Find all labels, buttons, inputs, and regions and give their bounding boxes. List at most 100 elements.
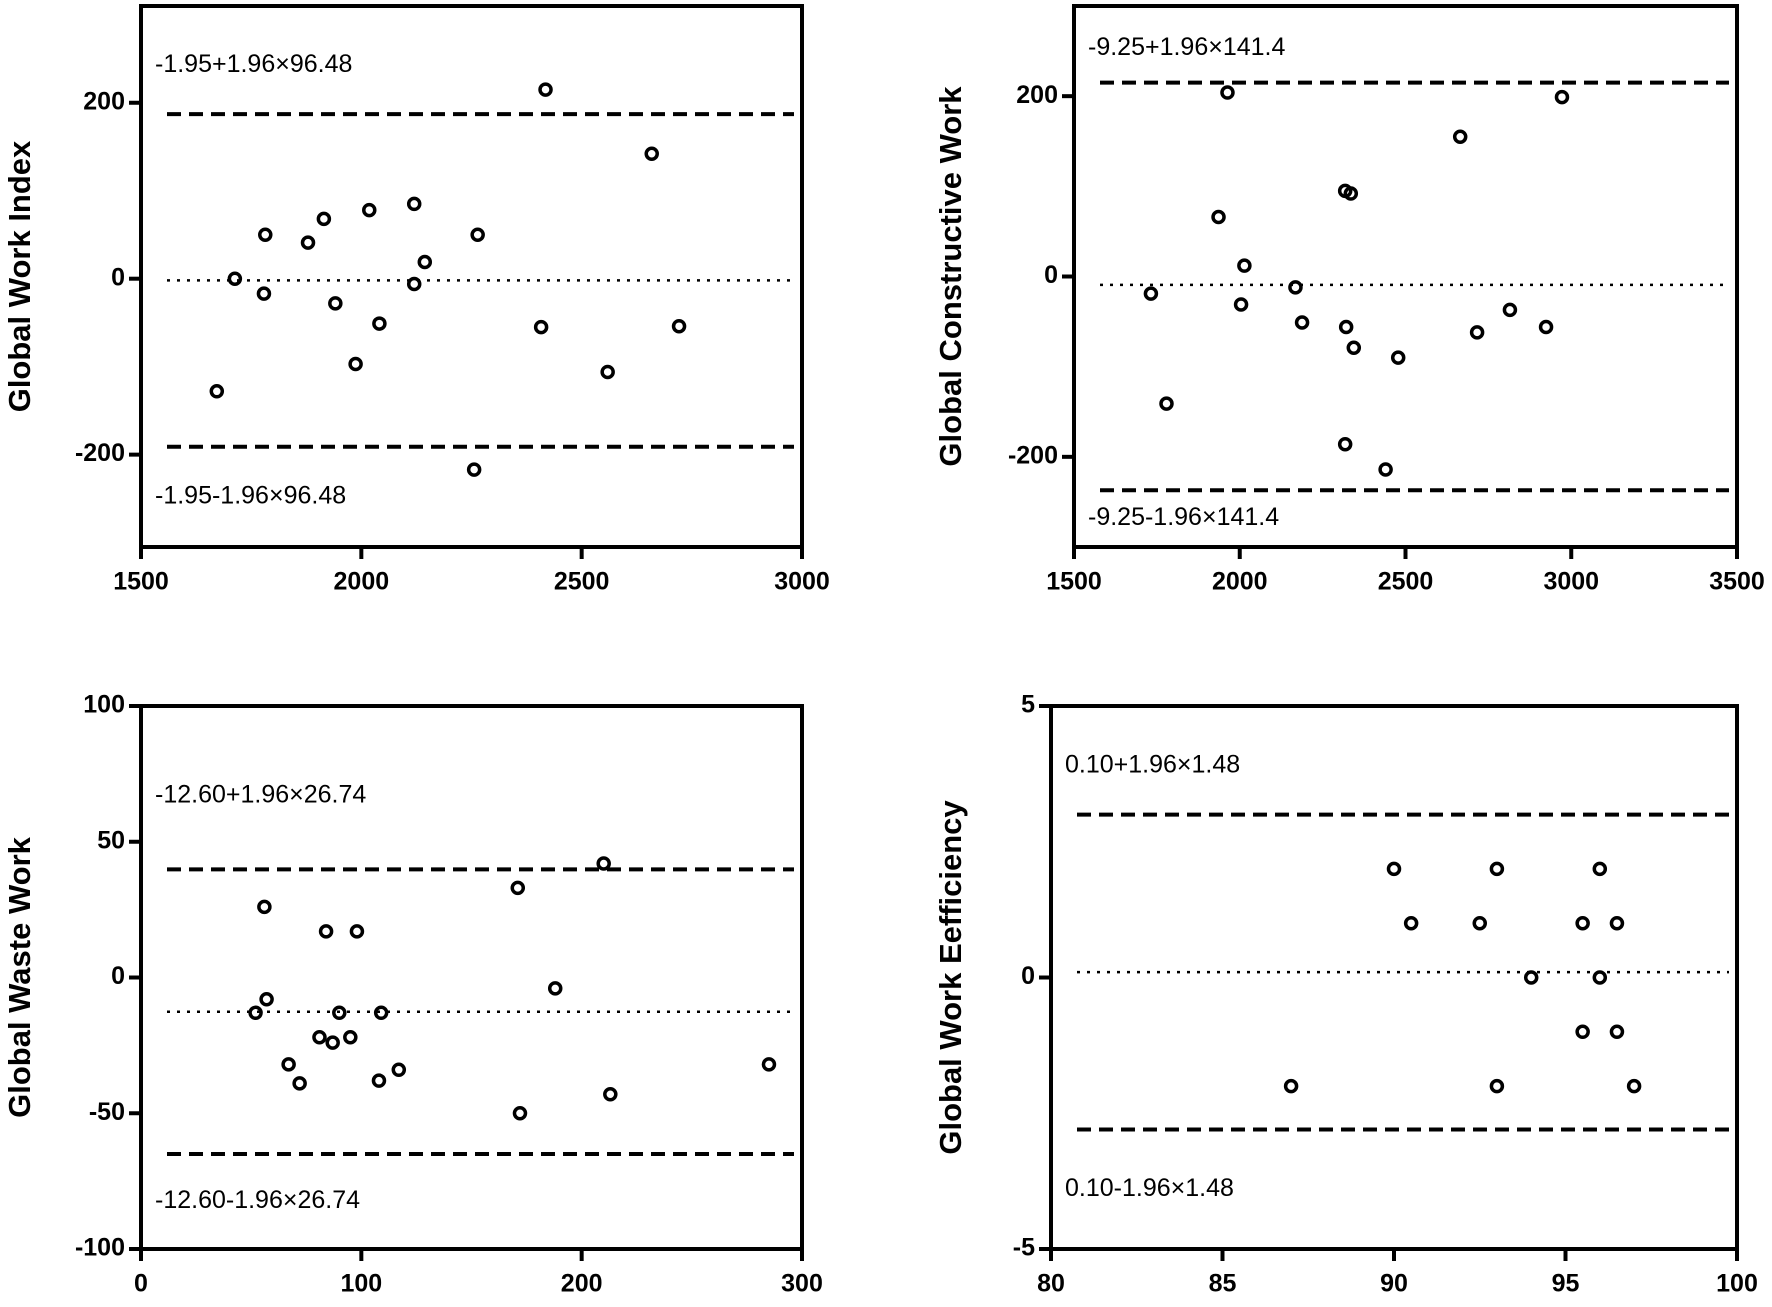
plot-frame [139,4,804,549]
point [1386,861,1402,877]
point [1592,970,1608,985]
point [1159,396,1174,411]
point [1346,340,1362,355]
x-tick-label: 2000 [1212,568,1268,596]
limit-annotation: 0.10-1.96×1.48 [1065,1174,1234,1202]
y-axis-title: Global Waste Work [2,836,37,1118]
point [227,271,243,286]
limit-annotation: 0.10+1.96×1.48 [1065,750,1240,778]
point [761,1057,777,1072]
y-axis-title: Global Work Index [2,140,37,412]
point [596,856,611,871]
point [406,276,422,292]
point [1472,915,1487,931]
x-tick-label: 100 [340,1270,382,1298]
point [257,899,272,915]
x-tick-label: 2000 [334,568,390,596]
plot-frame [1049,704,1739,1251]
point [1538,319,1554,335]
point [292,1076,307,1091]
point [343,1029,358,1045]
point [1211,209,1226,225]
point [300,235,316,250]
limit-annotation: -1.95+1.96×96.48 [155,50,352,78]
point [470,227,485,242]
point [348,356,363,372]
point [671,318,687,334]
y-tick-label: -5 [1013,1234,1035,1262]
y-tick-label: 0 [111,962,125,990]
point [1502,302,1518,318]
y-axis-title: Global Work Eefficiency [933,800,968,1155]
point [1143,286,1159,301]
point [1283,1078,1299,1094]
point [259,991,274,1007]
point [209,384,225,399]
x-tick-label: 80 [1037,1270,1065,1298]
x-tick-label: 90 [1380,1270,1408,1298]
y-tick-label: 200 [1016,81,1058,109]
point [1338,319,1354,335]
point [362,202,377,218]
point [1337,436,1353,452]
point [406,196,422,212]
point [318,924,334,939]
point [1575,1024,1590,1040]
x-tick-label: 2500 [554,568,610,596]
point [373,1005,389,1021]
point [1237,258,1252,273]
point [1390,350,1406,365]
point [371,1073,387,1088]
y-tick-label: 0 [1044,261,1058,289]
x-tick-label: 85 [1209,1270,1237,1298]
y-tick-label: -50 [89,1098,125,1126]
point [1403,915,1419,931]
x-tick-label: 300 [781,1270,823,1298]
y-tick-label: -200 [75,439,125,467]
point [1609,1024,1625,1040]
point [1469,325,1485,340]
point [1343,186,1359,201]
limit-annotation: -1.95-1.96×96.48 [155,481,346,509]
x-tick-label: 200 [561,1270,603,1298]
point [281,1057,296,1072]
point [1233,297,1249,312]
point [391,1062,407,1078]
plot-frame [1072,4,1739,549]
point [1489,861,1505,877]
point [603,1086,618,1102]
y-tick-label: -200 [1008,441,1058,469]
y-tick-label: -100 [75,1234,125,1262]
point [512,1106,528,1121]
point [600,364,615,380]
point [1294,315,1310,330]
y-tick-label: 5 [1021,691,1035,719]
y-tick-label: 0 [1021,962,1035,990]
point [328,296,343,311]
point [258,227,273,242]
limit-annotation: -9.25-1.96×141.4 [1088,503,1279,531]
point [1575,915,1590,931]
point [547,981,563,996]
point [349,924,365,939]
point [248,1005,263,1021]
point [1220,85,1235,100]
point [1288,280,1303,295]
x-tick-label: 3500 [1709,568,1765,596]
x-tick-label: 3000 [1543,568,1599,596]
point [644,146,659,162]
point [372,316,387,331]
point [466,462,482,477]
x-tick-label: 3000 [774,568,830,596]
x-tick-label: 2500 [1378,568,1434,596]
point [1554,89,1570,105]
x-tick-label: 95 [1552,1270,1580,1298]
y-tick-label: 50 [97,826,125,854]
point [316,211,332,227]
point [1378,462,1393,477]
point [1626,1078,1642,1094]
point [1452,129,1468,144]
point [332,1005,347,1021]
point [417,254,433,270]
